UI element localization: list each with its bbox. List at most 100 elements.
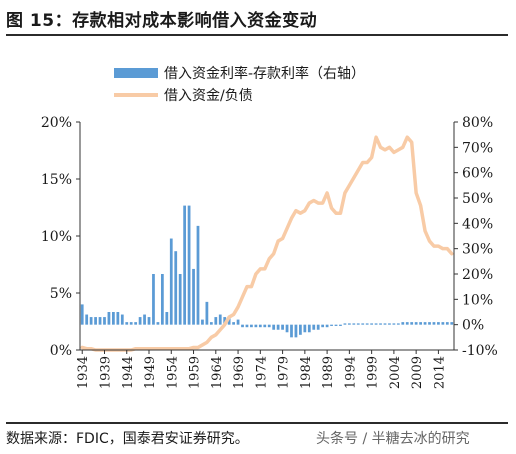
bar-1976 — [267, 324, 271, 328]
bar-1989 — [325, 324, 329, 328]
x-tick-label: 1934 — [76, 356, 91, 389]
x-tick-label: 2009 — [410, 356, 425, 389]
bar-1960 — [196, 225, 200, 325]
bar-1953 — [165, 312, 169, 325]
x-tick-label: 1984 — [299, 356, 314, 389]
bar-1939 — [103, 317, 106, 325]
bar-1987 — [316, 324, 320, 330]
bar-1968 — [232, 322, 235, 325]
bar-1996 — [356, 323, 360, 325]
bar-1972 — [250, 324, 253, 328]
x-tick-label: 2014 — [432, 356, 447, 389]
bar-1956 — [178, 274, 182, 325]
bar-1982 — [294, 324, 298, 338]
legend-swatch-line — [114, 93, 158, 97]
bar-2015 — [441, 322, 445, 325]
bar-1999 — [370, 323, 374, 325]
bar-1998 — [365, 323, 369, 325]
bar-1979 — [281, 324, 284, 330]
bar-2009 — [414, 322, 418, 325]
line-series-borrowed-ratio — [80, 135, 454, 352]
bar-2004 — [392, 323, 396, 325]
bar-1965 — [218, 314, 222, 325]
bar-1983 — [299, 324, 302, 335]
x-tick-label: 1969 — [232, 356, 247, 389]
bar-2017 — [450, 322, 454, 325]
x-tick-label: 1994 — [343, 356, 358, 389]
footer-divider — [6, 422, 508, 424]
left-tick-label: 10% — [41, 229, 72, 245]
right-tick-label: 30% — [462, 242, 493, 258]
right-tick-label: 0% — [462, 318, 484, 334]
x-tick-label: 1964 — [210, 356, 225, 389]
left-tick-label: 15% — [41, 172, 72, 188]
bar-2006 — [401, 322, 405, 325]
bar-2008 — [410, 322, 414, 325]
bar-1947 — [138, 317, 142, 325]
bar-1959 — [192, 268, 195, 325]
right-tick-label: 40% — [462, 216, 493, 232]
legend-swatch-bar — [114, 68, 158, 78]
bar-1986 — [312, 324, 316, 330]
legend-label-line: 借入资金/负债 — [164, 88, 253, 104]
bar-1990 — [330, 324, 333, 326]
right-tick-label: -10% — [462, 343, 498, 359]
bar-2003 — [388, 323, 391, 325]
right-tick-label: 80% — [462, 115, 493, 131]
x-tick-label: 1989 — [321, 356, 336, 389]
bar-1993 — [343, 323, 347, 325]
bar-1944 — [125, 322, 129, 325]
bar-1963 — [209, 322, 213, 325]
bar-1954 — [169, 238, 173, 325]
bar-1981 — [290, 324, 293, 338]
bar-1950 — [152, 274, 155, 325]
bar-1938 — [98, 317, 102, 325]
bar-1951 — [156, 322, 160, 325]
x-tick-label: 1974 — [254, 356, 269, 389]
bar-1952 — [160, 274, 164, 325]
x-tick-label: 1954 — [165, 356, 180, 389]
bar-1975 — [263, 324, 267, 328]
x-tick-label: 1944 — [121, 356, 136, 389]
bar-1980 — [285, 324, 289, 333]
bar-1992 — [339, 324, 342, 326]
legend-label-bar: 借入资金利率-存款利率（右轴） — [164, 66, 366, 82]
bar-1940 — [107, 312, 111, 325]
bar-1966 — [223, 317, 227, 325]
bar-2014 — [437, 322, 440, 325]
right-tick-label: 50% — [462, 191, 493, 207]
bar-2016 — [445, 322, 449, 325]
x-tick-label: 1979 — [277, 356, 292, 389]
bar-1964 — [214, 317, 218, 325]
source-note: 数据来源：FDIC，国泰君安证券研究。 — [6, 431, 249, 447]
bar-1937 — [94, 317, 97, 325]
bar-2010 — [419, 322, 422, 325]
x-tick-label: 1959 — [188, 356, 203, 389]
bar-1943 — [120, 314, 124, 325]
bar-1984 — [303, 324, 307, 333]
bar-2001 — [379, 323, 382, 325]
legend-item-bar: 借入资金利率-存款利率（右轴） — [114, 62, 365, 84]
bar-1974 — [258, 324, 262, 328]
title-divider — [6, 34, 508, 36]
bar-1997 — [361, 323, 365, 325]
x-tick-label: 1939 — [99, 356, 114, 389]
bar-1942 — [116, 312, 120, 325]
right-tick-label: 20% — [462, 267, 493, 283]
bar-1936 — [89, 317, 93, 325]
right-tick-label: 70% — [462, 140, 493, 156]
bar-2005 — [396, 323, 400, 325]
bar-1946 — [134, 322, 138, 325]
bar-1969 — [236, 319, 240, 325]
bar-1973 — [254, 324, 258, 328]
bar-1970 — [241, 324, 244, 328]
bar-1985 — [307, 324, 311, 333]
bar-2000 — [374, 323, 378, 325]
bar-1948 — [143, 314, 146, 325]
bar-1978 — [276, 324, 280, 330]
x-tick-label: 1949 — [143, 356, 158, 389]
bar-1991 — [334, 324, 338, 326]
legend-item-line: 借入资金/负债 — [114, 84, 365, 106]
bar-2007 — [405, 322, 409, 325]
left-tick-label: 0% — [50, 343, 72, 359]
